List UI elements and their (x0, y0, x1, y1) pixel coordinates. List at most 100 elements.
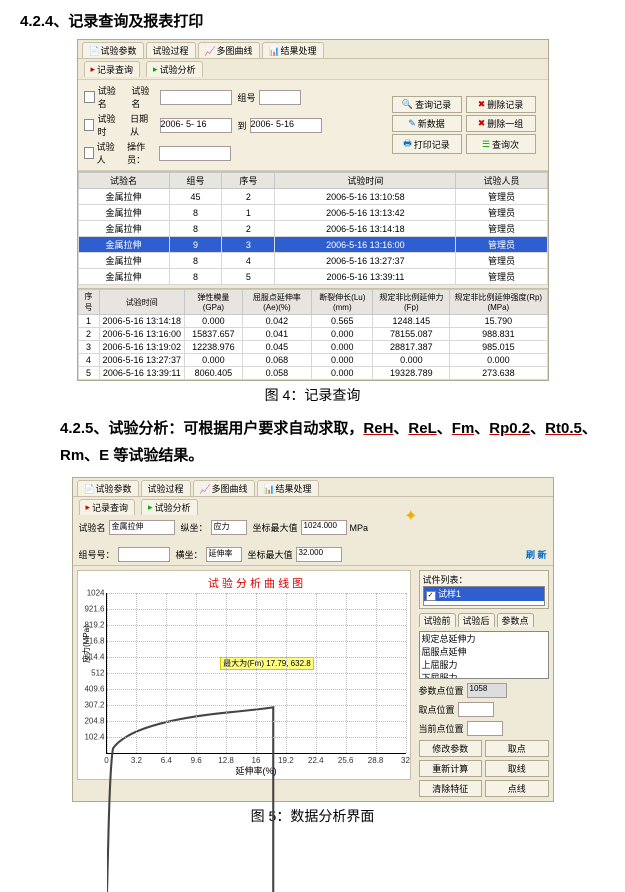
lbl-x: 横坐： (176, 548, 203, 561)
result-icon: 📊 (269, 46, 279, 56)
input-group[interactable] (259, 90, 301, 105)
in-ploc[interactable]: 1058 (467, 683, 507, 698)
chart-panel: 试 验 分 析 曲 线 图 最大为(Fm) 17.79, 632.8 应力(MP… (77, 570, 411, 780)
subtab-query[interactable]: ▸记录查询 (84, 61, 141, 77)
sample-list[interactable]: ✓ 试样1 (423, 586, 545, 606)
lbl-xmax: 坐标最大值 (248, 548, 293, 561)
chk-name[interactable] (84, 91, 95, 103)
tab-process-2[interactable]: 试验过程 (141, 480, 191, 496)
btn-query[interactable]: 🔍查询记录 (392, 96, 462, 113)
lbl-group2: 组号号： (79, 548, 115, 561)
btn-draw[interactable]: 取线 (485, 760, 549, 777)
fig4-caption: 图 4：记录查询 (20, 385, 605, 405)
x-axis-label: 延伸率(%) (236, 764, 277, 777)
chart-icon: 📈 (205, 46, 215, 56)
plot-area[interactable]: 最大为(Fm) 17.79, 632.8 应力(MPa) 延伸率(%) 102.… (106, 593, 406, 754)
chk-name-label: 试验名 (98, 84, 123, 110)
lbl-group: 组号 (238, 91, 256, 104)
flag-icon: ▸ (86, 502, 91, 513)
tab-params[interactable]: 📄试验参数 (82, 42, 144, 58)
fig5-subtabs: ▸记录查询 ▸试验分析 (73, 496, 553, 517)
lbl-name: 试验名 (79, 521, 106, 534)
section-4-2-4-title: 4.2.4、记录查询及报表打印 (20, 10, 605, 31)
btn-recalc[interactable]: 重新计算 (419, 760, 483, 777)
fig5-toolbar: 试验名金属拉伸 纵坐：应力 坐标最大值1024.000MPa 组号号： 横坐：延… (73, 517, 553, 566)
fig4-subtabs: ▸记录查询 ▸试验分析 (78, 58, 548, 79)
lbl-operator: 操作员： (127, 140, 156, 166)
input-testname[interactable] (160, 90, 232, 105)
lbl-sample-list: 试件列表： (423, 573, 545, 586)
fig5-app: 📄试验参数 试验过程 📈多图曲线 📊结果处理 ▸记录查询 ▸试验分析 试验名金属… (72, 477, 554, 802)
in-pick[interactable] (458, 702, 494, 717)
section-4-2-5: 4.2.5、试验分析：可根据用户要求自动求取，ReH、ReL、Fm、Rp0.2、… (60, 415, 605, 469)
mt-after[interactable]: 试验后 (458, 613, 495, 627)
tab-results[interactable]: 📊结果处理 (262, 42, 324, 58)
callout-max: 最大为(Fm) 17.79, 632.8 (220, 657, 314, 670)
btn-new-rec[interactable]: ✎新数据 (392, 115, 462, 132)
side-buttons: 修改参数 取点 重新计算 取线 清除特征 点线 (419, 740, 549, 797)
fig4-app: 📄试验参数 试验过程 📈多图曲线 📊结果处理 ▸记录查询 ▸试验分析 试验名 试… (77, 39, 549, 381)
lbl-ymax: 坐标最大值 (253, 521, 298, 534)
btn-refresh[interactable]: 刷 新 (526, 548, 547, 561)
chart-icon: 📈 (200, 484, 210, 494)
lbl-testname: 试验名 (131, 84, 156, 110)
input-date-to[interactable]: 2006- 5-16 (250, 118, 322, 133)
tab-params-2[interactable]: 📄试验参数 (77, 480, 139, 496)
subtab-analyze[interactable]: ▸试验分析 (146, 61, 203, 77)
btn-q-col[interactable]: ☰查询次 (466, 134, 536, 154)
tab-curves[interactable]: 📈多图曲线 (198, 42, 260, 58)
lbl-date-from: 日期 从 (130, 112, 156, 138)
btn-del-rec[interactable]: ✖删除记录 (466, 96, 536, 113)
new-icon: ✎ (408, 118, 416, 129)
mini-tabs: 试验前 试验后 参数点 (419, 613, 549, 627)
print-icon: 🖶 (403, 136, 412, 152)
btn-mod[interactable]: 修改参数 (419, 740, 483, 757)
tab-results-2[interactable]: 📊结果处理 (257, 480, 319, 496)
lbl-cur: 当前点位置 (419, 722, 464, 735)
chk-date[interactable] (84, 119, 95, 131)
flag-icon: ▸ (91, 64, 96, 75)
input-date-from[interactable]: 2006- 5- 16 (160, 118, 232, 133)
side-panel: 试件列表： ✓ 试样1 试验前 试验后 参数点 规定总延伸力屈服点延伸上屈服力下… (415, 566, 553, 801)
btn-dots[interactable]: 点线 (485, 780, 549, 797)
in-group[interactable] (118, 547, 170, 562)
doc-icon: 📄 (89, 46, 99, 56)
ok-icon: ▸ (148, 502, 153, 513)
btn-pick[interactable]: 取点 (485, 740, 549, 757)
in-x[interactable]: 延伸率 (206, 547, 242, 562)
btn-clear[interactable]: 清除特征 (419, 780, 483, 797)
param-list[interactable]: 规定总延伸力屈服点延伸上屈服力下屈服力最大力(Fm)非比例伸长最大力(Fm)总延… (419, 631, 549, 679)
lbl-y: 纵坐： (181, 521, 208, 534)
delete-icon: ✖ (478, 99, 486, 110)
result-icon: 📊 (264, 484, 274, 494)
details-grid[interactable]: 序号试验时间弹性模量(GPa)屈服点延伸率(Ae)(%)断裂伸长(Lu)(mm)… (78, 288, 548, 380)
records-grid[interactable]: 试验名组号序号试验时间试验人员金属拉伸4522006-5-16 13:10:58… (78, 171, 548, 285)
lbl-ploc: 参数点位置 (419, 684, 464, 697)
filter-panel: 试验名 试验名 组号 🔍查询记录 ✖删除记录 ✎新数据 ✖删除一组 (78, 79, 548, 171)
chk-date-label: 试验时 (97, 112, 121, 138)
tab-process[interactable]: 试验过程 (146, 42, 196, 58)
doc-icon: 📄 (84, 484, 94, 494)
delete-one-icon: ✖ (478, 118, 486, 129)
tab-curves-2[interactable]: 📈多图曲线 (193, 480, 255, 496)
chk-oper[interactable] (84, 147, 94, 159)
lbl-ymax-unit: MPa (350, 523, 369, 533)
subtab-query-2[interactable]: ▸记录查询 (79, 499, 136, 515)
lbl-date-to: 到 (238, 119, 247, 132)
mt-before[interactable]: 试验前 (419, 613, 456, 627)
in-cur[interactable] (467, 721, 503, 736)
in-ymax[interactable]: 1024.000 (301, 520, 347, 535)
fig5-tabs: 📄试验参数 试验过程 📈多图曲线 📊结果处理 (73, 478, 553, 496)
in-y[interactable]: 应力 (211, 520, 247, 535)
btn-del-one[interactable]: ✖删除一组 (466, 115, 536, 132)
ok-icon: ▸ (153, 64, 158, 75)
in-name[interactable]: 金属拉伸 (109, 520, 175, 535)
input-operator[interactable] (159, 146, 231, 161)
subtab-analyze-2[interactable]: ▸试验分析 (141, 499, 198, 515)
search-icon: 🔍 (402, 99, 413, 110)
btn-print[interactable]: 🖶打印记录 (392, 134, 462, 154)
in-xmax[interactable]: 32.000 (296, 547, 342, 562)
mt-param[interactable]: 参数点 (497, 613, 534, 627)
lbl-pick: 取点位置 (419, 703, 455, 716)
fig4-tabs: 📄试验参数 试验过程 📈多图曲线 📊结果处理 (78, 40, 548, 58)
